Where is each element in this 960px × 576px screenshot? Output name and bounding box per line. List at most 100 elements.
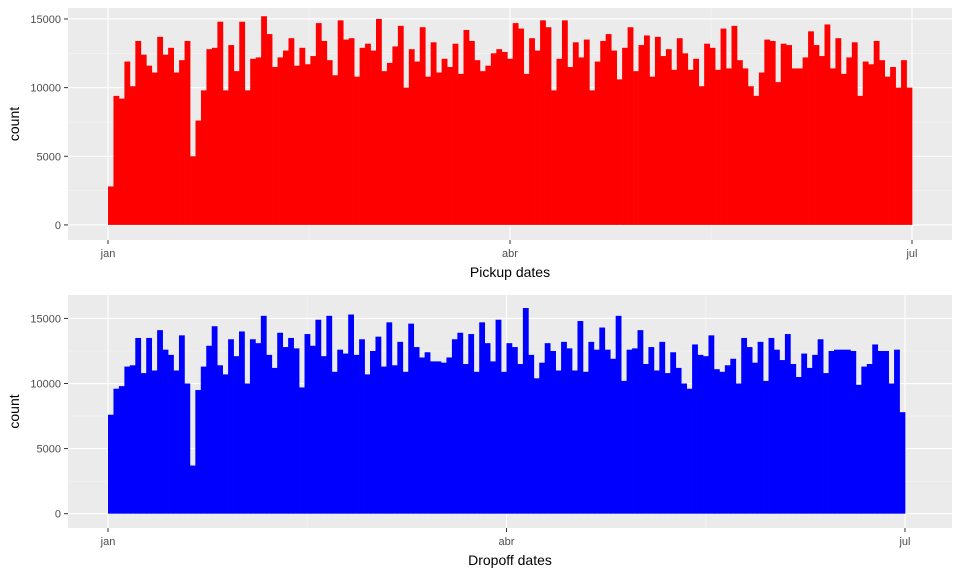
histogram-bar [545,27,552,225]
histogram-bar [458,73,464,225]
histogram-bar [501,51,508,225]
histogram-bar [649,76,656,225]
histogram-bar [457,332,464,514]
histogram-bar [474,60,481,225]
histogram-bar [228,45,235,225]
histogram-bar [414,61,421,225]
histogram-bar [277,57,284,225]
histogram-bar [135,337,142,514]
histogram-bar [850,350,857,514]
histogram-bar [719,371,726,514]
histogram-bar [506,343,513,514]
histogram-bar [627,27,634,225]
histogram-bar [653,370,660,514]
histogram-bar [730,358,737,514]
histogram-bar [299,47,306,225]
histogram-bar [435,361,442,514]
histogram-bar [195,390,202,514]
histogram-bar [108,186,114,225]
histogram-bar [813,45,820,225]
histogram-bar [529,38,535,225]
histogram-bar [561,341,567,514]
histogram-bar [271,367,278,514]
histogram-bar [753,95,760,225]
histogram-bar [222,374,229,514]
histogram-bar [376,18,382,225]
histogram-bar [473,371,480,514]
histogram-bar [129,365,136,514]
histogram-bar [888,383,895,514]
y-tick-label: 10000 [30,379,61,391]
histogram-bar [622,47,628,225]
histogram-bar [391,365,398,514]
histogram-bar [726,68,732,225]
histogram-bar [890,67,896,225]
histogram-bar [846,57,853,225]
histogram-bar [211,47,218,225]
histogram-bar [386,322,393,514]
histogram-bar [118,98,125,225]
histogram-bar [140,54,147,225]
histogram-bar [533,378,540,514]
histogram-bar [817,339,824,514]
histogram-bar [901,60,907,225]
histogram-bar [758,72,765,225]
histogram-bar [436,72,442,225]
histogram-bar [490,53,497,225]
histogram-bar [315,23,322,225]
x-tick-label: jan [100,536,116,548]
histogram-bar [288,38,295,225]
histogram-bar [790,363,797,514]
histogram-bar [375,336,382,514]
histogram-bar [255,343,262,514]
histogram-bar [162,54,169,225]
histogram-bar [332,75,339,225]
histogram-bar [868,64,875,225]
histogram-bar [337,349,344,514]
histogram-bar [899,412,906,514]
histogram-bar [370,50,377,225]
histogram-bar [633,71,639,225]
histogram-bar [626,349,633,514]
histogram-bar [424,352,431,514]
histogram-bar [261,16,267,225]
histogram-bar [370,350,376,514]
histogram-bar [365,43,371,225]
histogram-bar [282,347,289,514]
histogram-bar [551,90,557,225]
histogram-bar [862,61,869,225]
histogram-bar [359,339,365,514]
histogram-bar [588,341,595,514]
histogram-bar [692,344,698,514]
histogram-bar [463,29,470,225]
histogram-bar [555,370,562,514]
histogram-bar [380,366,387,514]
histogram-bar [211,326,218,514]
histogram-bar [343,39,349,225]
histogram-bar [741,337,748,514]
histogram-bar [108,414,114,514]
histogram-bar [299,387,305,514]
histogram-bar [708,335,715,514]
histogram-bar [720,28,727,225]
histogram-bar [883,350,889,514]
histogram-bar [326,60,333,225]
histogram-bar [326,315,333,514]
histogram-bar [829,68,836,225]
histogram-bar [851,42,858,225]
histogram-bar [872,344,879,514]
histogram-bar [266,354,273,514]
histogram-bar [354,76,360,225]
histogram-bar [819,56,825,225]
histogram-bar [517,363,524,514]
histogram-bar [496,49,503,225]
histogram-bar [697,354,704,514]
histogram-bar [277,332,284,514]
histogram-bar [206,49,213,225]
histogram-bar [578,57,585,225]
histogram-bar [682,53,689,225]
histogram-bar [906,87,913,225]
histogram-bar [413,347,420,514]
histogram-bar [698,86,705,225]
